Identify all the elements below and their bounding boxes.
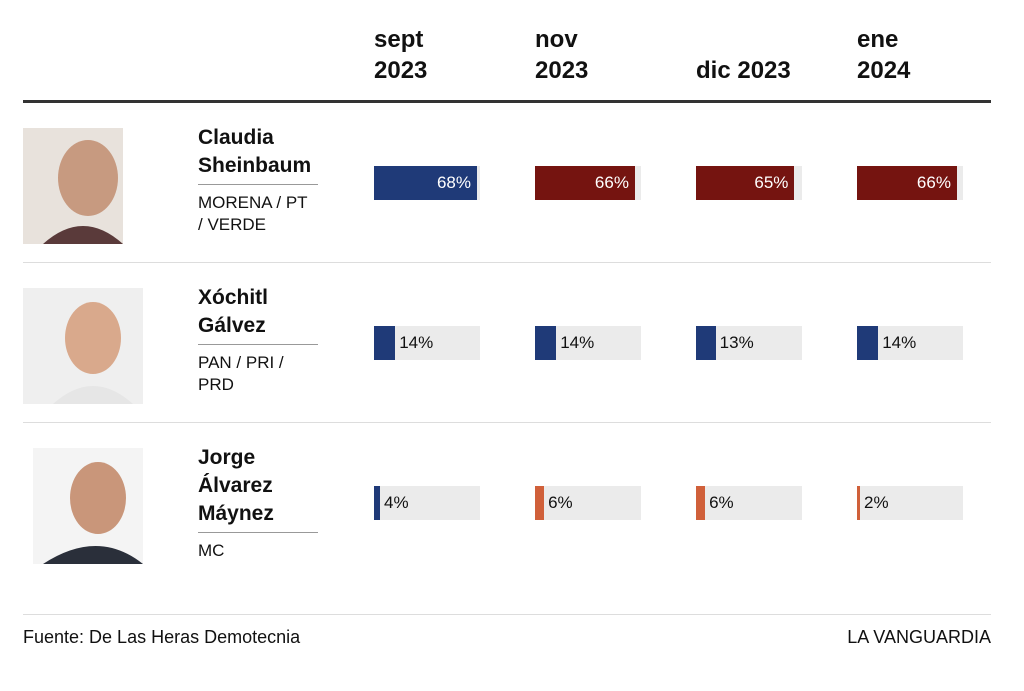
value-label: 14% (882, 333, 917, 352)
value-label: 66% (594, 173, 629, 192)
candidate-name: Claudia Sheinbaum (198, 126, 312, 177)
name-underline (198, 184, 318, 185)
value-label: 14% (399, 333, 434, 352)
party: MC (198, 541, 225, 560)
row-rule (23, 262, 991, 263)
footer-rule (23, 614, 991, 615)
bar (696, 486, 706, 520)
portrait (23, 288, 143, 404)
value-label: 68% (436, 173, 471, 192)
bar (857, 486, 861, 520)
bar (374, 486, 381, 520)
source: Fuente: De Las Heras Demotecnia (23, 627, 301, 647)
bar-track (374, 486, 480, 520)
header-rule (23, 100, 991, 103)
party: MORENA / PT / VERDE (198, 193, 308, 234)
bar (535, 486, 545, 520)
row-rule (23, 422, 991, 423)
column-header: ene 2024 (857, 26, 911, 84)
value-label: 2% (864, 493, 889, 512)
column-header: sept 2023 (374, 26, 428, 84)
value-label: 6% (548, 493, 573, 512)
portrait (33, 448, 143, 564)
bar (374, 166, 477, 200)
bar (696, 166, 795, 200)
value-label: 66% (916, 173, 951, 192)
bar (696, 326, 716, 360)
value-label: 13% (719, 333, 754, 352)
column-header: nov 2023 (535, 26, 589, 84)
bar-track (696, 486, 802, 520)
value-label: 14% (560, 333, 595, 352)
bar (535, 166, 635, 200)
value-label: 6% (709, 493, 734, 512)
bar (374, 326, 396, 360)
bar-track (857, 486, 963, 520)
name-underline (198, 532, 318, 533)
portraits (23, 128, 143, 564)
value-label: 4% (384, 493, 409, 512)
candidate-name: Xóchitl Gálvez (198, 286, 269, 337)
column-header: dic 2023 (696, 57, 791, 84)
bar (535, 326, 557, 360)
value-label: 65% (754, 173, 789, 192)
bar (857, 166, 957, 200)
brand: LA VANGUARDIA (847, 627, 991, 647)
party: PAN / PRI / PRD (198, 353, 284, 394)
name-underline (198, 344, 318, 345)
portrait (23, 128, 123, 244)
bar (857, 326, 879, 360)
bar-track (535, 486, 641, 520)
candidate-name: Jorge Álvarez Máynez (198, 446, 274, 525)
